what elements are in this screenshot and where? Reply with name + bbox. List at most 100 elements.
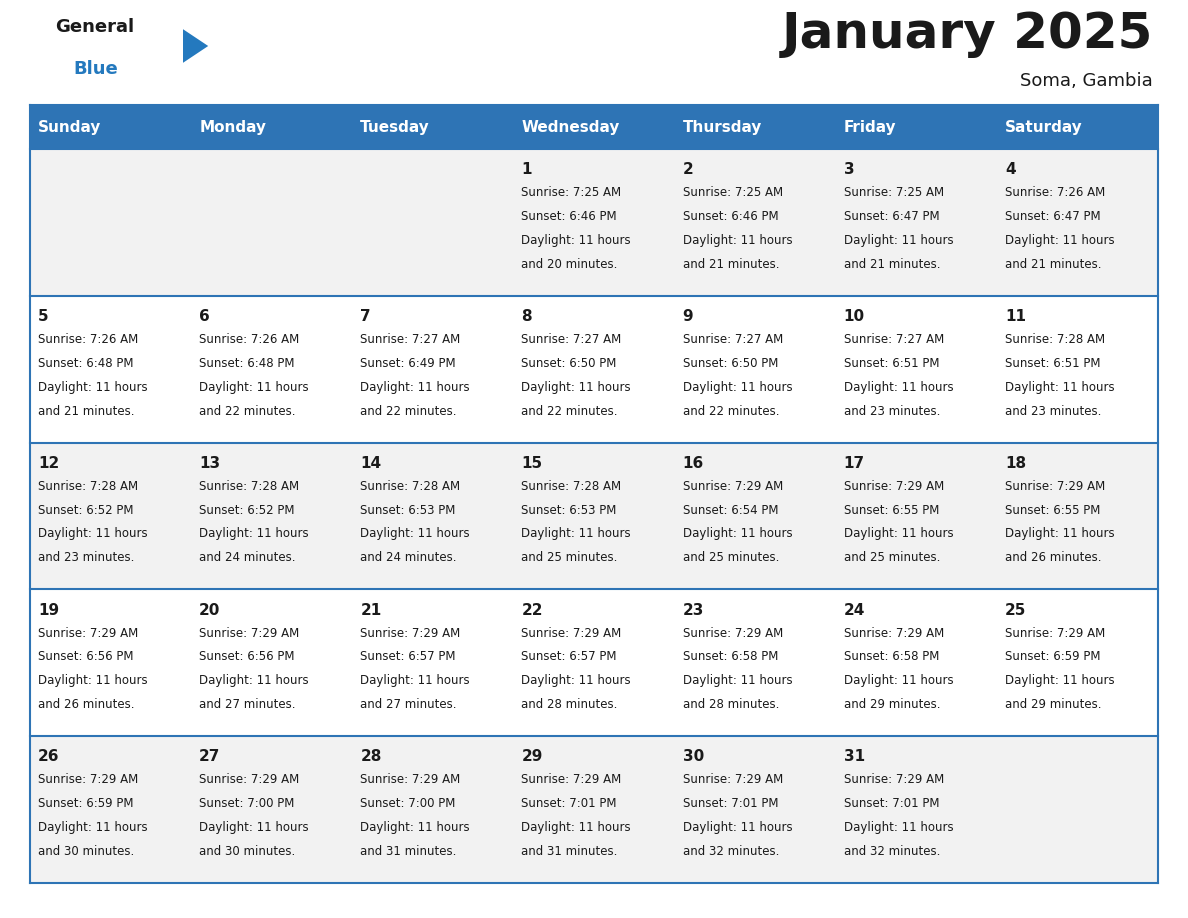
Text: Sunrise: 7:25 AM: Sunrise: 7:25 AM — [683, 186, 783, 199]
Text: and 32 minutes.: and 32 minutes. — [683, 845, 779, 858]
Text: Daylight: 11 hours: Daylight: 11 hours — [683, 234, 792, 247]
Text: 16: 16 — [683, 456, 703, 471]
Bar — [675, 149, 835, 296]
Text: Sunset: 6:55 PM: Sunset: 6:55 PM — [1005, 504, 1100, 517]
Text: 20: 20 — [200, 602, 221, 618]
Text: Daylight: 11 hours: Daylight: 11 hours — [200, 821, 309, 834]
Text: Monday: Monday — [200, 119, 266, 135]
Text: and 27 minutes.: and 27 minutes. — [200, 699, 296, 711]
Text: Daylight: 11 hours: Daylight: 11 hours — [683, 821, 792, 834]
Text: Sunset: 6:51 PM: Sunset: 6:51 PM — [1005, 357, 1100, 370]
Text: 17: 17 — [843, 456, 865, 471]
Bar — [30, 296, 191, 442]
Text: and 26 minutes.: and 26 minutes. — [38, 699, 134, 711]
Bar — [513, 296, 675, 442]
Text: Daylight: 11 hours: Daylight: 11 hours — [683, 675, 792, 688]
Bar — [513, 442, 675, 589]
Text: Sunset: 6:58 PM: Sunset: 6:58 PM — [683, 650, 778, 664]
Text: Daylight: 11 hours: Daylight: 11 hours — [843, 675, 954, 688]
Bar — [353, 442, 513, 589]
Text: Sunset: 6:53 PM: Sunset: 6:53 PM — [360, 504, 456, 517]
Bar — [675, 736, 835, 883]
Bar — [997, 442, 1158, 589]
Bar — [191, 442, 353, 589]
Bar — [353, 105, 513, 149]
Text: Sunset: 6:57 PM: Sunset: 6:57 PM — [522, 650, 617, 664]
Text: and 22 minutes.: and 22 minutes. — [360, 405, 457, 418]
Text: Sunset: 7:00 PM: Sunset: 7:00 PM — [200, 797, 295, 811]
Text: Sunrise: 7:25 AM: Sunrise: 7:25 AM — [522, 186, 621, 199]
Text: Sunset: 6:56 PM: Sunset: 6:56 PM — [38, 650, 133, 664]
Text: Sunrise: 7:29 AM: Sunrise: 7:29 AM — [683, 626, 783, 640]
Text: Thursday: Thursday — [683, 119, 762, 135]
Text: 21: 21 — [360, 602, 381, 618]
Text: and 22 minutes.: and 22 minutes. — [522, 405, 618, 418]
Text: Daylight: 11 hours: Daylight: 11 hours — [843, 381, 954, 394]
Text: Sunset: 6:52 PM: Sunset: 6:52 PM — [200, 504, 295, 517]
Text: and 25 minutes.: and 25 minutes. — [683, 552, 779, 565]
Text: Sunrise: 7:29 AM: Sunrise: 7:29 AM — [843, 626, 944, 640]
Text: 14: 14 — [360, 456, 381, 471]
Text: Sunset: 6:59 PM: Sunset: 6:59 PM — [38, 797, 133, 811]
Polygon shape — [183, 29, 208, 62]
Text: and 23 minutes.: and 23 minutes. — [1005, 405, 1101, 418]
Text: and 29 minutes.: and 29 minutes. — [843, 699, 940, 711]
Text: Daylight: 11 hours: Daylight: 11 hours — [843, 528, 954, 541]
Bar — [997, 105, 1158, 149]
Text: and 29 minutes.: and 29 minutes. — [1005, 699, 1101, 711]
Text: 7: 7 — [360, 309, 371, 324]
Text: Sunset: 6:55 PM: Sunset: 6:55 PM — [843, 504, 940, 517]
Text: 3: 3 — [843, 162, 854, 177]
Text: Sunrise: 7:29 AM: Sunrise: 7:29 AM — [683, 480, 783, 493]
Text: 29: 29 — [522, 749, 543, 765]
Bar — [835, 736, 997, 883]
Text: 9: 9 — [683, 309, 694, 324]
Text: Sunrise: 7:29 AM: Sunrise: 7:29 AM — [522, 626, 621, 640]
Text: Sunset: 6:46 PM: Sunset: 6:46 PM — [522, 210, 617, 223]
Text: Daylight: 11 hours: Daylight: 11 hours — [360, 821, 470, 834]
Bar — [513, 105, 675, 149]
Bar — [835, 296, 997, 442]
Text: Daylight: 11 hours: Daylight: 11 hours — [360, 528, 470, 541]
Text: Sunrise: 7:29 AM: Sunrise: 7:29 AM — [843, 480, 944, 493]
Text: Sunset: 6:52 PM: Sunset: 6:52 PM — [38, 504, 133, 517]
Text: 19: 19 — [38, 602, 59, 618]
Text: 10: 10 — [843, 309, 865, 324]
Text: Sunset: 6:47 PM: Sunset: 6:47 PM — [1005, 210, 1100, 223]
Bar — [675, 442, 835, 589]
Text: Sunset: 7:01 PM: Sunset: 7:01 PM — [522, 797, 617, 811]
Text: Sunrise: 7:29 AM: Sunrise: 7:29 AM — [843, 773, 944, 787]
Text: Sunset: 6:56 PM: Sunset: 6:56 PM — [200, 650, 295, 664]
Text: Sunrise: 7:28 AM: Sunrise: 7:28 AM — [38, 480, 138, 493]
Text: Daylight: 11 hours: Daylight: 11 hours — [1005, 234, 1114, 247]
Text: Sunrise: 7:28 AM: Sunrise: 7:28 AM — [200, 480, 299, 493]
Bar — [835, 442, 997, 589]
Text: 8: 8 — [522, 309, 532, 324]
Bar — [191, 736, 353, 883]
Bar — [997, 736, 1158, 883]
Text: Daylight: 11 hours: Daylight: 11 hours — [843, 234, 954, 247]
Bar — [191, 105, 353, 149]
Text: 2: 2 — [683, 162, 694, 177]
Text: Daylight: 11 hours: Daylight: 11 hours — [1005, 675, 1114, 688]
Text: Sunrise: 7:28 AM: Sunrise: 7:28 AM — [1005, 333, 1105, 346]
Text: 12: 12 — [38, 456, 59, 471]
Bar — [675, 296, 835, 442]
Bar — [835, 149, 997, 296]
Text: and 27 minutes.: and 27 minutes. — [360, 699, 457, 711]
Text: Daylight: 11 hours: Daylight: 11 hours — [38, 821, 147, 834]
Text: Sunset: 7:01 PM: Sunset: 7:01 PM — [843, 797, 940, 811]
Bar — [191, 149, 353, 296]
Text: 1: 1 — [522, 162, 532, 177]
Text: Sunset: 6:50 PM: Sunset: 6:50 PM — [683, 357, 778, 370]
Text: Friday: Friday — [843, 119, 897, 135]
Text: and 21 minutes.: and 21 minutes. — [1005, 258, 1101, 271]
Text: Daylight: 11 hours: Daylight: 11 hours — [38, 381, 147, 394]
Text: Sunrise: 7:28 AM: Sunrise: 7:28 AM — [360, 480, 461, 493]
Text: 5: 5 — [38, 309, 49, 324]
Text: Tuesday: Tuesday — [360, 119, 430, 135]
Text: Sunrise: 7:29 AM: Sunrise: 7:29 AM — [522, 773, 621, 787]
Text: Sunset: 6:57 PM: Sunset: 6:57 PM — [360, 650, 456, 664]
Text: Sunset: 6:54 PM: Sunset: 6:54 PM — [683, 504, 778, 517]
Text: Daylight: 11 hours: Daylight: 11 hours — [522, 528, 631, 541]
